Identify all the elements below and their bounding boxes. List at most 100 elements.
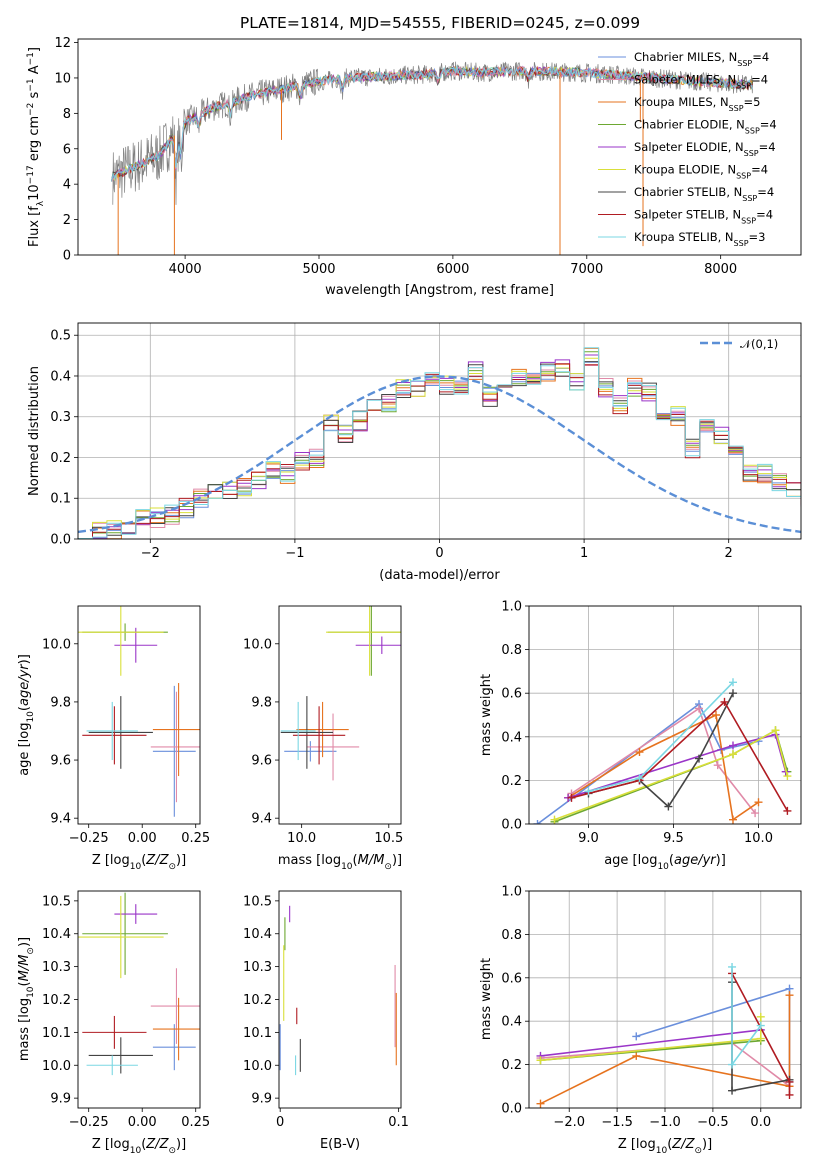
y-tick-label: 10	[54, 71, 71, 86]
z-weight-axes: −2.0 −1.5 −1.0 −0.5 0.0 0.0 0.2 0.4 0.6 0.8 1.0 Z […	[479, 885, 802, 1156]
x-tick-label: 9.5	[663, 831, 684, 846]
label-part: age [log	[604, 853, 657, 868]
weight-line-kroupa_elodie	[540, 1016, 762, 1062]
spectrum-axes: 4000 5000 6000 7000 8000 0 2 4 6 8 10 12 Chabrier MI…	[26, 36, 802, 298]
legend-n: =5	[744, 95, 761, 109]
histogram-salpeter_stelib	[78, 363, 801, 539]
label-part: (	[353, 853, 358, 868]
y-axis-label: mass weight	[479, 958, 494, 1040]
axes-frame	[77, 605, 201, 825]
x-tick-label: −0.25	[69, 831, 109, 846]
x-tick-label: −0.5	[697, 1115, 729, 1130]
y-axis-label: age [log10(age/yr)]	[17, 654, 36, 776]
y-tick-label: 9.6	[251, 754, 272, 769]
legend-sub: SSP	[744, 149, 759, 158]
weight-marker-chabrier_miles	[632, 1032, 641, 1041]
weight-marker-kroupa_elodie	[729, 750, 737, 759]
label-part: 10	[656, 1146, 668, 1156]
legend-sub: SSP	[736, 81, 751, 90]
label-part: 10	[27, 184, 42, 201]
ebv-mass-axes: 0 0.1 9.9 10.0 10.1 10.2 10.3 10.4 10.5 E(B-V)	[243, 890, 409, 1152]
model-spectrum-chabrier_miles	[111, 65, 753, 182]
plot-area	[111, 61, 754, 255]
x-tick-label: 10.0	[744, 831, 773, 846]
y-tick-label: 10.0	[243, 637, 272, 652]
weight-line-salpeter_stelib	[571, 700, 789, 812]
y-tick-label: 10.3	[243, 960, 272, 975]
label-part: λ	[36, 200, 46, 206]
y-axis-label: mass weight	[479, 674, 494, 756]
x-tick-label: 0	[435, 546, 443, 561]
weight-marker-salpeter_stelib	[783, 806, 792, 815]
y-tick-label: 8	[63, 107, 71, 122]
legend-label: Salpeter MILES, NSSP=4	[634, 73, 768, 91]
y-tick-label: 10.0	[42, 1059, 71, 1074]
figure-title: PLATE=1814, MJD=54555, FIBERID=0245, z=0…	[240, 14, 640, 32]
y-tick-label: 0.5	[50, 329, 71, 344]
y-tick-label: 10.0	[243, 1059, 272, 1074]
weight-line-salpeter_elodie	[540, 1029, 761, 1057]
label-part: Z [log	[92, 853, 130, 868]
y-tick-label: 9.9	[50, 1092, 71, 1107]
weight-marker-kroupa_miles	[635, 748, 644, 757]
y-tick-label: 0	[63, 249, 71, 264]
weight-marker-kroupa_elodie	[771, 726, 780, 735]
weight-marker-kroupa_miles	[754, 798, 763, 807]
axes-frame	[77, 890, 201, 1109]
label-part: 10	[26, 986, 36, 998]
label-part: ⊙	[168, 1146, 176, 1156]
label-part: )]	[176, 853, 186, 868]
y-tick-label: 0.4	[501, 1015, 522, 1030]
x-tick-label: 5000	[302, 262, 335, 277]
x-tick-label: 0.25	[181, 831, 210, 846]
y-tick-label: 0.1	[50, 492, 71, 507]
weight-marker-chabrier_stelib	[728, 1086, 737, 1095]
x-tick-label: −1.0	[649, 1115, 681, 1130]
weight-marker-kroupa_miles	[785, 991, 794, 1000]
legend-n: =4	[751, 163, 768, 177]
legend-label: Salpeter ELODIE, NSSP=4	[634, 140, 776, 158]
legend-sub: SSP	[737, 59, 752, 68]
label-part: (	[667, 1137, 672, 1152]
weight-marker-salpeter_stelib	[785, 1090, 794, 1099]
x-tick-label: 0.1	[388, 1115, 409, 1130]
normal-curve	[78, 375, 801, 534]
axes-frame	[77, 322, 802, 540]
y-tick-label: 0.0	[50, 533, 71, 548]
label-part: erg cm	[27, 116, 42, 165]
x-tick-label: 9.0	[578, 831, 599, 846]
weight-marker-kroupa_stelib	[584, 787, 593, 796]
weight-marker-chabrier_stelib	[664, 802, 673, 811]
weight-marker-kroupa_elodie	[783, 772, 792, 781]
x-tick-label: 4000	[169, 262, 202, 277]
residual-axes: −2 −1 0 1 2 0.0 0.1 0.2 0.3 0.4 0.5 𝒩(0,1) (data-mod…	[27, 322, 802, 583]
y-axis-label: Flux [fλ10−17 erg cm−2 s−1 A−1]	[26, 47, 46, 247]
weight-line-salpeter_elodie	[567, 733, 787, 799]
legend-label-normal: 𝒩(0,1)	[740, 337, 778, 351]
label-part: 10	[341, 862, 353, 872]
weight-line-kroupa_elodie	[554, 729, 789, 821]
label-part: ⊙	[384, 862, 392, 872]
plot-area	[280, 606, 401, 781]
mass-age-axes: 10.0 10.5 9.4 9.6 9.8 10.0 mass [log10(M/M⊙)]	[243, 605, 403, 872]
x-tick-label: −1	[285, 546, 304, 561]
y-tick-label: 0.4	[501, 730, 522, 745]
x-tick-label: 0.0	[750, 1115, 771, 1130]
x-tick-label: 10.0	[287, 831, 316, 846]
label-part: Z/Z	[145, 1137, 169, 1152]
y-tick-label: 0.3	[50, 410, 71, 425]
label-part: mass [log	[278, 853, 341, 868]
weight-marker-kroupa_stelib	[728, 1060, 737, 1069]
y-tick-label: 10.5	[42, 894, 71, 909]
x-tick-label: 1	[580, 546, 588, 561]
label-part: (	[17, 981, 32, 986]
y-tick-label: 9.4	[251, 812, 272, 827]
legend-label: Salpeter STELIB, NSSP=4	[634, 208, 773, 226]
x-axis-label: Z [log10(Z/Z⊙)]	[92, 1137, 186, 1156]
label-part: Z [log	[618, 1137, 656, 1152]
axes-frame	[528, 890, 802, 1109]
axes-frame	[278, 605, 402, 825]
weight-marker-kroupa_elodie	[536, 1056, 545, 1065]
